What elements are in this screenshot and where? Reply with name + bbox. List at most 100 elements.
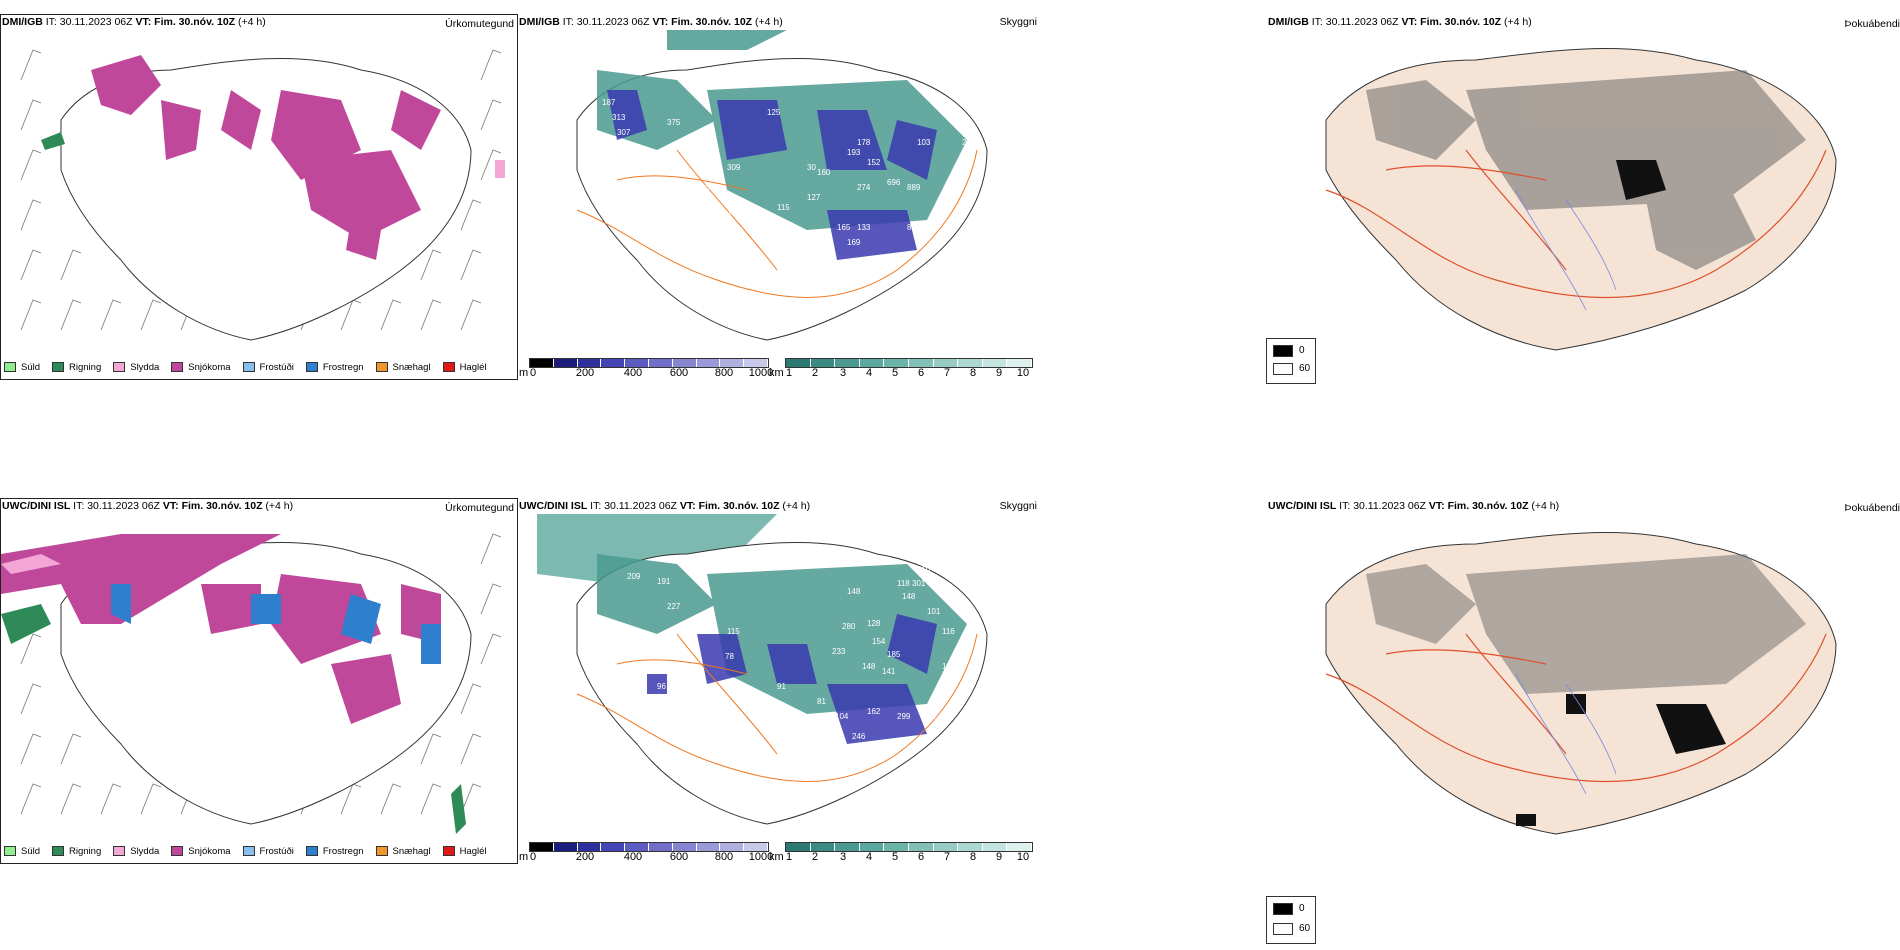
colorbar-cell xyxy=(810,843,836,851)
visibility-label: 115 xyxy=(727,627,740,636)
visibility-label: 152 xyxy=(867,158,881,167)
visibility-map-svg: 209 191 227 115 78 81 52 96 91 81 104 16… xyxy=(537,514,988,825)
colorbar-unit: m xyxy=(519,851,529,863)
colorbar-cell xyxy=(696,359,721,367)
colorbar-cell xyxy=(648,843,673,851)
precip-map-svg xyxy=(1,533,502,834)
lead-time: (+4 h) xyxy=(1504,16,1532,28)
rain-area xyxy=(1,604,51,644)
colorbar-swatches xyxy=(529,358,769,368)
visibility-label: 310 xyxy=(917,565,931,574)
visibility-label: 193 xyxy=(847,148,861,157)
visibility-map: 187 313 307 375 96 160 110 112 100 130 3… xyxy=(517,30,1033,352)
colorbar-cell xyxy=(625,843,649,851)
model-name: UWC/DINI ISL xyxy=(2,500,71,512)
visibility-label: 104 xyxy=(942,188,956,197)
colorbar-tick: 5 xyxy=(891,367,899,379)
legend-swatch xyxy=(52,362,65,372)
visibility-label: 104 xyxy=(835,712,849,721)
visibility-map-svg: 187 313 307 375 96 160 110 112 100 130 3… xyxy=(576,30,988,341)
colorbar-ticks: 1 2 3 4 5 6 7 8 9 10 xyxy=(785,367,1033,379)
colorbar-cell xyxy=(744,359,768,367)
fog-legend-swatch xyxy=(1273,363,1293,375)
road-network xyxy=(576,633,978,782)
legend-label: Snjókoma xyxy=(188,361,231,373)
vt-value: Fim. 30.nóv. 10Z xyxy=(181,500,263,512)
sleet-area xyxy=(1,554,61,574)
it-label: IT: xyxy=(1311,16,1323,28)
visibility-labels: 187 313 307 375 96 160 110 112 100 130 3… xyxy=(602,98,976,247)
lead-time: (+4 h) xyxy=(265,500,294,512)
it-label: IT: xyxy=(73,500,85,512)
fog-shading xyxy=(1366,554,1806,694)
it-label: IT: xyxy=(1339,500,1351,512)
panel-title: Úrkomutegund xyxy=(445,18,514,30)
visibility-label: 81 xyxy=(817,697,826,706)
fog-dark-spots xyxy=(1516,694,1726,826)
visibility-label: 141 xyxy=(882,667,896,676)
colorbar-cell xyxy=(530,359,554,367)
it-value: 30.11.2023 06Z xyxy=(576,16,650,28)
legend-label: Snæhagl xyxy=(392,361,431,373)
run-header: DMI/IGB IT: 30.11.2023 06Z VT: Fim. 30.n… xyxy=(1268,16,1532,28)
legend-swatch xyxy=(171,362,184,372)
visibility-label: 52 xyxy=(677,667,686,676)
legend-swatch xyxy=(305,362,318,372)
visibility-label: 160 xyxy=(657,158,671,167)
visibility-label: 133 xyxy=(857,223,871,232)
legend-label: Frostregn xyxy=(322,845,364,857)
visibility-label: 148 xyxy=(862,662,876,671)
panel-frame xyxy=(0,498,518,864)
colorbar-tick: 8 xyxy=(969,367,977,379)
visibility-label: 96 xyxy=(617,163,626,172)
colorbar-cell xyxy=(982,843,1008,851)
colorbar-cell xyxy=(958,359,983,367)
colorbar-cell xyxy=(982,359,1008,367)
vt-label: VT: xyxy=(652,16,669,28)
colorbar-unit: km xyxy=(769,367,784,379)
colorbar-tick: 400 xyxy=(623,851,643,863)
visibility-label: 313 xyxy=(612,113,626,122)
legend-item: Frostregn xyxy=(305,362,364,373)
colorbar-tick: 0 xyxy=(529,367,537,379)
vt-value: Fim. 30.nóv. 10Z xyxy=(1420,16,1502,28)
vt-value: Fim. 30.nóv. 10Z xyxy=(1447,500,1529,512)
colorbar-tick: 7 xyxy=(943,367,951,379)
visibility-label: 227 xyxy=(667,602,681,611)
legend-swatch xyxy=(242,362,255,372)
legend-item: Snjókoma xyxy=(171,846,231,857)
visibility-panel-top: DMI/IGB IT: 30.11.2023 06Z VT: Fim. 30.n… xyxy=(517,10,1037,382)
visibility-label: 162 xyxy=(867,707,881,716)
visibility-label: 280 xyxy=(842,622,856,631)
colorbar-cell xyxy=(577,359,602,367)
colorbar-cell xyxy=(672,359,697,367)
legend-label: Rigning xyxy=(69,845,102,857)
visibility-label: 128 xyxy=(867,619,881,628)
colorbar-tick: 9 xyxy=(995,367,1003,379)
colorbar-tick: 800 xyxy=(714,367,734,379)
colorbar-cell xyxy=(810,359,836,367)
fog-dark-spot xyxy=(1616,160,1666,200)
visibility-label: 301 xyxy=(912,579,926,588)
it-value: 30.11.2023 06Z xyxy=(604,500,677,512)
visibility-label: 165 xyxy=(837,223,851,232)
it-value: 30.11.2023 06Z xyxy=(59,16,133,28)
visibility-label: 889 xyxy=(907,183,921,192)
fog-legend: 0 60 xyxy=(1266,338,1316,384)
rain-area xyxy=(41,132,65,150)
run-header: UWC/DINI ISL IT: 30.11.2023 06Z VT: Fim.… xyxy=(2,500,293,512)
freezing-rain-areas xyxy=(111,584,441,664)
colorbar-ticks: 0 200 400 600 800 1000 xyxy=(529,367,773,379)
colorbar-tick: 600 xyxy=(669,851,689,863)
colorbar-tick: 200 xyxy=(575,851,595,863)
colorbar-tick: 5 xyxy=(891,851,899,863)
colorbar-tick: 400 xyxy=(623,367,643,379)
visibility-label: 130 xyxy=(727,208,741,217)
it-label: IT: xyxy=(590,500,602,512)
legend-label: Rigning xyxy=(69,361,102,373)
precip-type-panel-top: DMI/IGB IT: 30.11.2023 06Z VT: Fim. 30.n… xyxy=(0,10,520,382)
model-name: UWC/DINI ISL xyxy=(519,500,588,512)
legend-item: Slydda xyxy=(113,362,159,373)
legend-swatch xyxy=(305,846,318,856)
colorbar-cell xyxy=(720,359,745,367)
